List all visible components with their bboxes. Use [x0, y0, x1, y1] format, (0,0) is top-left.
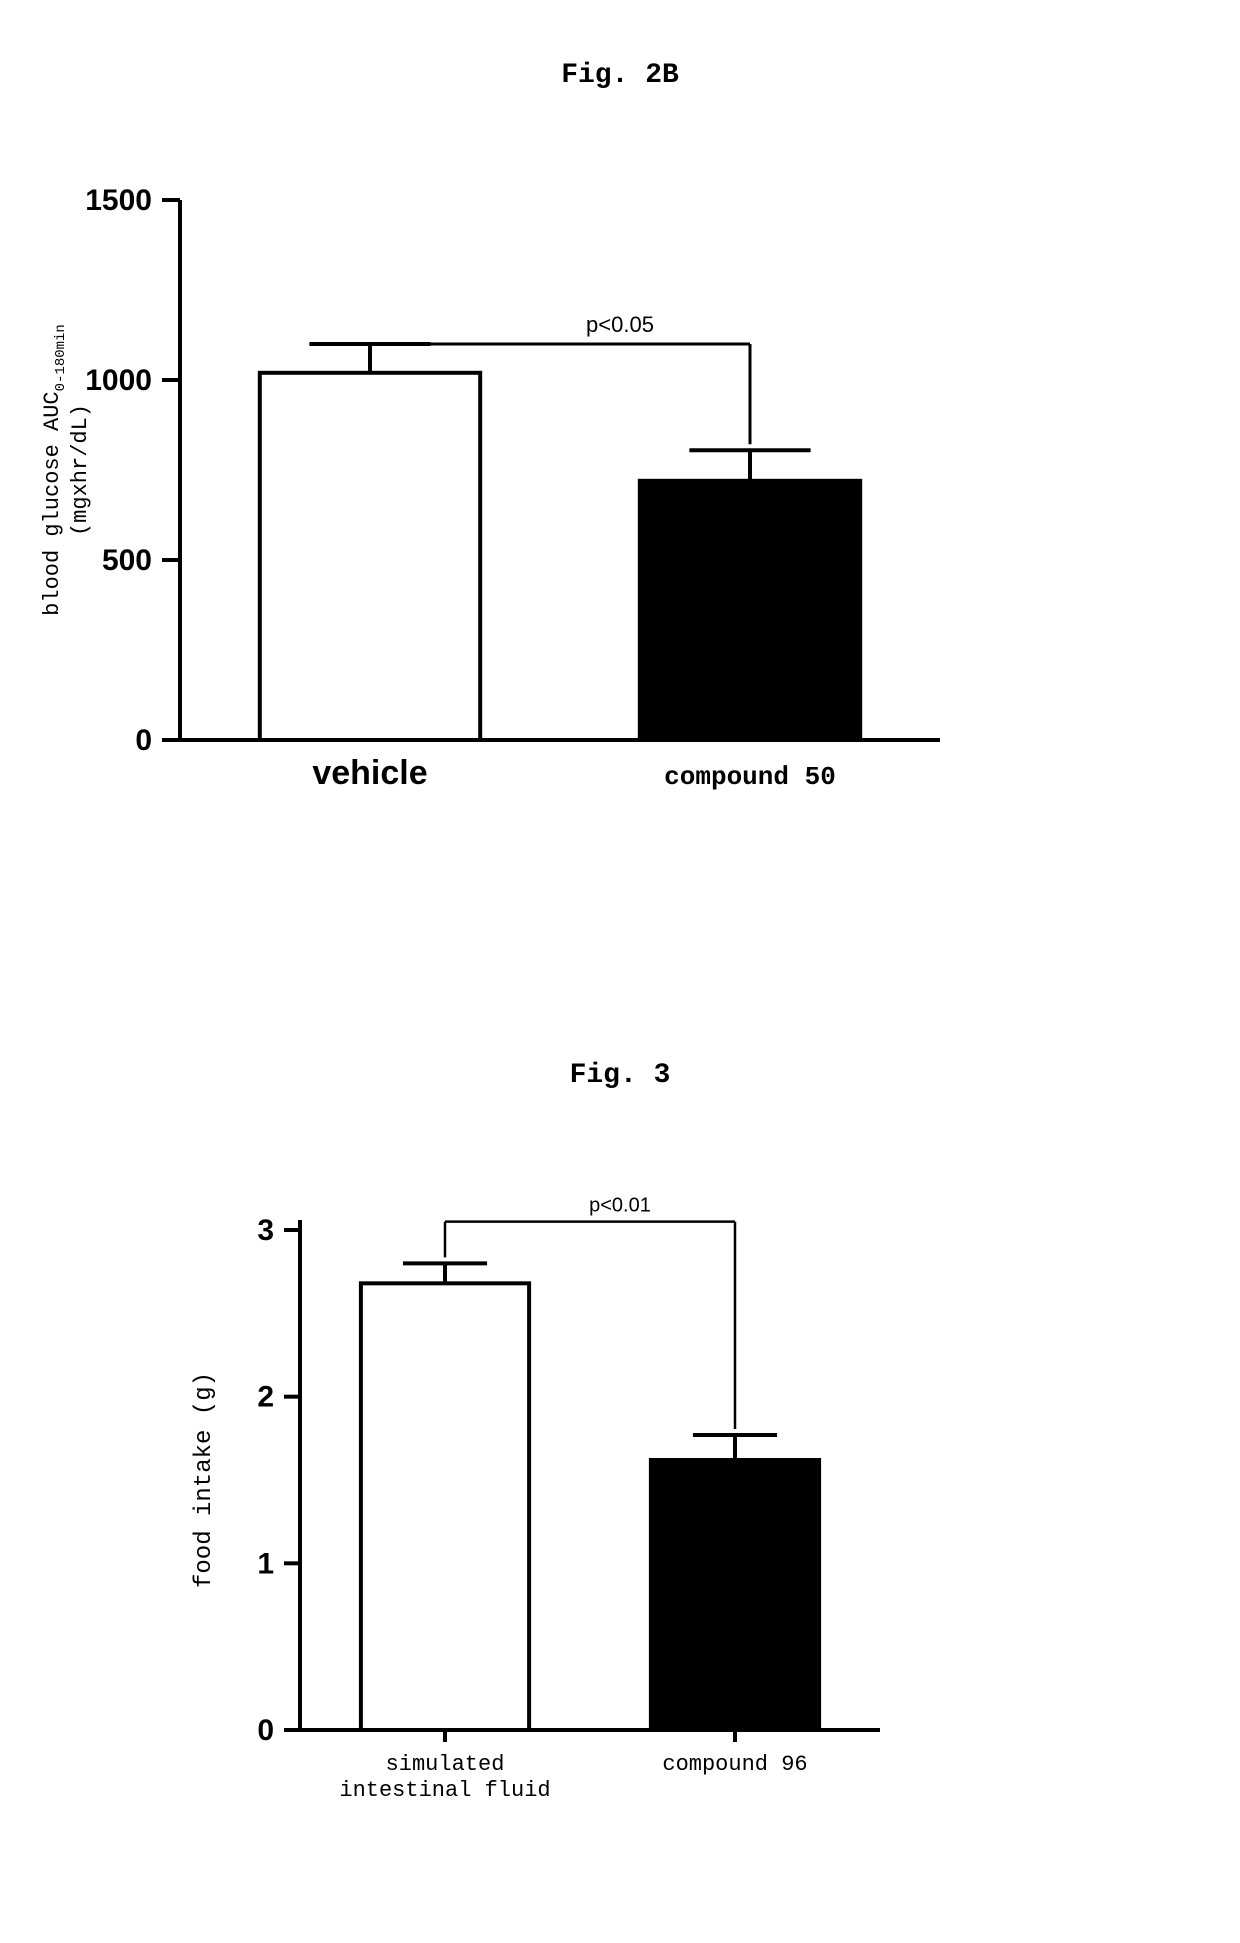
- ytick-label: 0: [135, 724, 152, 757]
- ylabel: food intake (g): [191, 1372, 218, 1588]
- xlabel-0-line1: simulated: [386, 1752, 505, 1777]
- ylabel-line2: (mgxhr/dL): [68, 404, 93, 536]
- fig2b-chart: 0 500 1000 1500 vehicle compound 50 p<0.05 bloo…: [40, 140, 980, 840]
- bar-0: [260, 373, 480, 740]
- ytick-label: 2: [257, 1381, 274, 1414]
- xlabel-1: compound 50: [664, 762, 836, 792]
- ytick-label: 3: [257, 1214, 274, 1247]
- ytick-label: 1000: [85, 364, 152, 397]
- ytick-label: 500: [102, 544, 152, 577]
- bar-1: [651, 1460, 819, 1730]
- xlabel-0: vehicle: [312, 754, 427, 792]
- sig-label: p<0.01: [589, 1195, 651, 1217]
- fig3-chart: 0 1 2 3 simulatedintestinal fluid compound 96…: [170, 1150, 920, 1840]
- ytick-label: 0: [257, 1714, 274, 1747]
- bar-1: [640, 481, 860, 740]
- ylabel-line1: blood glucose AUC0-180min: [40, 324, 69, 616]
- xlabel-0-line2: intestinal fluid: [339, 1778, 550, 1803]
- page: Fig. 2B 0 500 1000 1500 vehicle compound 50 p<…: [0, 0, 1240, 1943]
- fig3-title: Fig. 3: [0, 1060, 1240, 1091]
- ytick-label: 1500: [85, 184, 152, 217]
- sig-label: p<0.05: [586, 312, 654, 337]
- xlabel-1-line1: compound 96: [662, 1752, 807, 1777]
- fig2b-title: Fig. 2B: [0, 60, 1240, 91]
- bar-0: [361, 1283, 529, 1730]
- ytick-label: 1: [257, 1547, 274, 1580]
